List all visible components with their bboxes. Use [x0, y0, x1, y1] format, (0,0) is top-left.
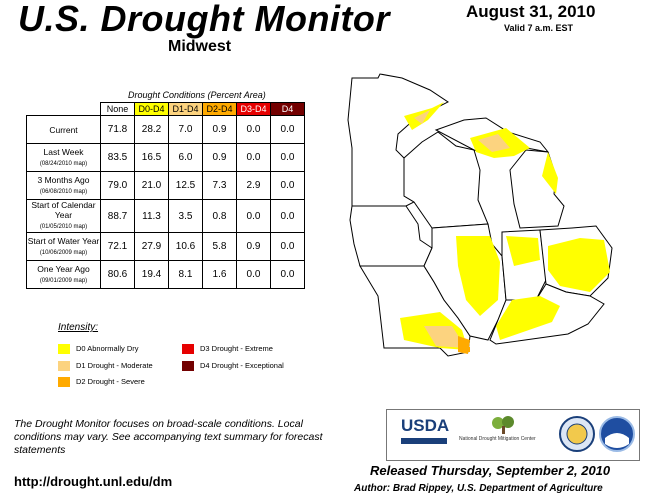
legend-title: Intensity:: [58, 322, 99, 333]
row-label: Start of Water Year (10/06/2009 map): [26, 232, 101, 261]
cell-none: 72.1: [100, 232, 135, 261]
legend-item-d4: D4 Drought - Exceptional: [182, 361, 284, 372]
legend-swatch: [182, 361, 194, 372]
legend-swatch: [58, 377, 70, 388]
table-header-row: None D0-D4 D1-D4 D2-D4 D3-D4 D4: [27, 102, 305, 116]
cell-d0-d4: 16.5: [134, 143, 169, 172]
ndmc-logo: National Drought Mitigation Center: [459, 436, 536, 442]
iowa-outline: [349, 205, 433, 267]
row-label: One Year Ago (09/01/2009 map): [26, 260, 101, 289]
cell-d2-d4: 5.8: [202, 232, 237, 261]
col-header-d0-d4: D0-D4: [134, 102, 169, 116]
d0-area-indiana: [506, 236, 540, 266]
commerce-seal-icon: [559, 416, 595, 457]
ndmc-tree-icon: [491, 416, 517, 434]
cell-d3-d4: 0.0: [236, 199, 271, 233]
legend-item-d3: D3 Drought - Extreme: [182, 344, 273, 355]
cell-d0-d4: 27.9: [134, 232, 169, 261]
cell-d1-d4: 6.0: [168, 143, 203, 172]
cell-d3-d4: 0.0: [236, 143, 271, 172]
cell-none: 71.8: [100, 115, 135, 144]
d0-area-michigan-lp: [542, 152, 558, 194]
table-row-start-water-year: Start of Water Year (10/06/2009 map) 72.1…: [26, 232, 305, 261]
cell-d4: 0.0: [270, 143, 305, 172]
col-header-d1-d4: D1-D4: [168, 102, 203, 116]
cell-d3-d4: 0.0: [236, 260, 271, 289]
cell-d4: 0.0: [270, 260, 305, 289]
region-label: Midwest: [168, 38, 232, 55]
agency-logos: USDA National Drought Mitigation Center: [386, 409, 640, 461]
d1-area-michigan-up: [478, 134, 510, 152]
cell-d2-d4: 0.9: [202, 143, 237, 172]
legend-item-d2: D2 Drought - Severe: [58, 377, 145, 388]
table-row-start-calendar-year: Start of Calendar Year (01/05/2010 map) 8…: [26, 199, 305, 233]
author-credit: Author: Brad Rippey, U.S. Department of …: [354, 483, 603, 494]
legend-swatch: [58, 361, 70, 372]
cell-none: 83.5: [100, 143, 135, 172]
cell-d3-d4: 0.9: [236, 232, 271, 261]
d0-area-illinois: [456, 236, 500, 316]
col-header-none: None: [100, 102, 135, 116]
cell-d0-d4: 21.0: [134, 171, 169, 200]
cell-d0-d4: 19.4: [134, 260, 169, 289]
table-row-last-week: Last Week (08/24/2010 map) 83.5 16.5 6.0 …: [26, 143, 305, 172]
legend-swatch: [58, 344, 70, 355]
cell-d1-d4: 12.5: [168, 171, 203, 200]
map-title: U.S. Drought Monitor: [18, 0, 390, 39]
table-caption: Drought Conditions (Percent Area): [128, 90, 266, 100]
drought-conditions-table: None D0-D4 D1-D4 D2-D4 D3-D4 D4 Current …: [26, 102, 305, 289]
wisconsin-outline: [403, 131, 489, 229]
d0-area-ohio: [548, 238, 610, 292]
col-header-d4: D4: [270, 102, 305, 116]
d1-area-missouri: [424, 326, 466, 348]
table-row-3-months-ago: 3 Months Ago (06/08/2010 map) 79.0 21.0 1…: [26, 171, 305, 200]
cell-d4: 0.0: [270, 115, 305, 144]
valid-time: Valid 7 a.m. EST: [504, 23, 574, 33]
usda-logo-bar: [401, 438, 447, 444]
cell-d2-d4: 0.8: [202, 199, 237, 233]
d0-area-kentucky: [496, 296, 560, 340]
row-label: Start of Calendar Year (01/05/2010 map): [26, 199, 101, 233]
legend-item-d1: D1 Drought - Moderate: [58, 361, 153, 372]
minnesota-outline: [347, 73, 449, 207]
legend-item-d0: D0 Abnormally Dry: [58, 344, 139, 355]
legend-swatch: [182, 344, 194, 355]
cell-d1-d4: 7.0: [168, 115, 203, 144]
cell-none: 80.6: [100, 260, 135, 289]
disclaimer-note: The Drought Monitor focuses on broad-sca…: [14, 418, 323, 456]
map-date: August 31, 2010: [466, 2, 596, 21]
noaa-logo-icon: [599, 416, 635, 457]
d1-area-mn-north: [414, 110, 430, 124]
usda-logo: USDA: [401, 416, 450, 435]
d2-area-spot: [466, 347, 470, 352]
table-row-one-year-ago: One Year Ago (09/01/2009 map) 80.6 19.4 8…: [26, 260, 305, 289]
release-date: Released Thursday, September 2, 2010: [370, 463, 611, 478]
website-link[interactable]: http://drought.unl.edu/dm: [14, 474, 173, 489]
cell-d1-d4: 3.5: [168, 199, 203, 233]
